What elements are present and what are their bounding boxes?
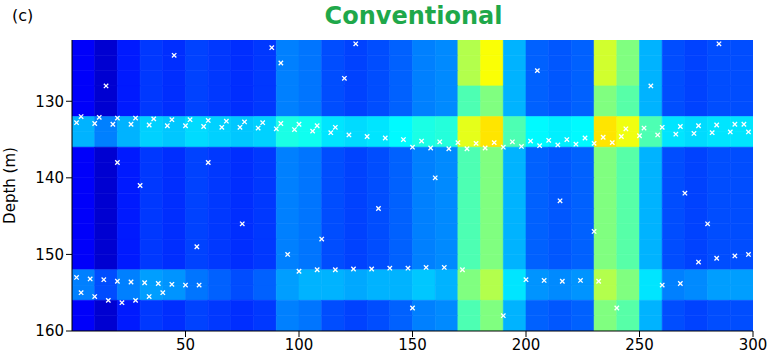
svg-text:130: 130 <box>35 93 64 111</box>
svg-text:160: 160 <box>35 322 64 340</box>
html-text:(c): (c) <box>12 6 34 25</box>
svg-text:140: 140 <box>35 169 64 187</box>
svg-text:150: 150 <box>398 336 427 354</box>
svg-text:Depth (m): Depth (m) <box>1 147 19 224</box>
svg-text:150: 150 <box>35 246 64 264</box>
svg-text:200: 200 <box>512 336 541 354</box>
html-text:Conventional: Conventional <box>324 2 503 30</box>
svg-text:300: 300 <box>739 336 768 354</box>
svg-text:250: 250 <box>625 336 654 354</box>
svg-text:50: 50 <box>176 336 195 354</box>
svg-text:100: 100 <box>285 336 314 354</box>
